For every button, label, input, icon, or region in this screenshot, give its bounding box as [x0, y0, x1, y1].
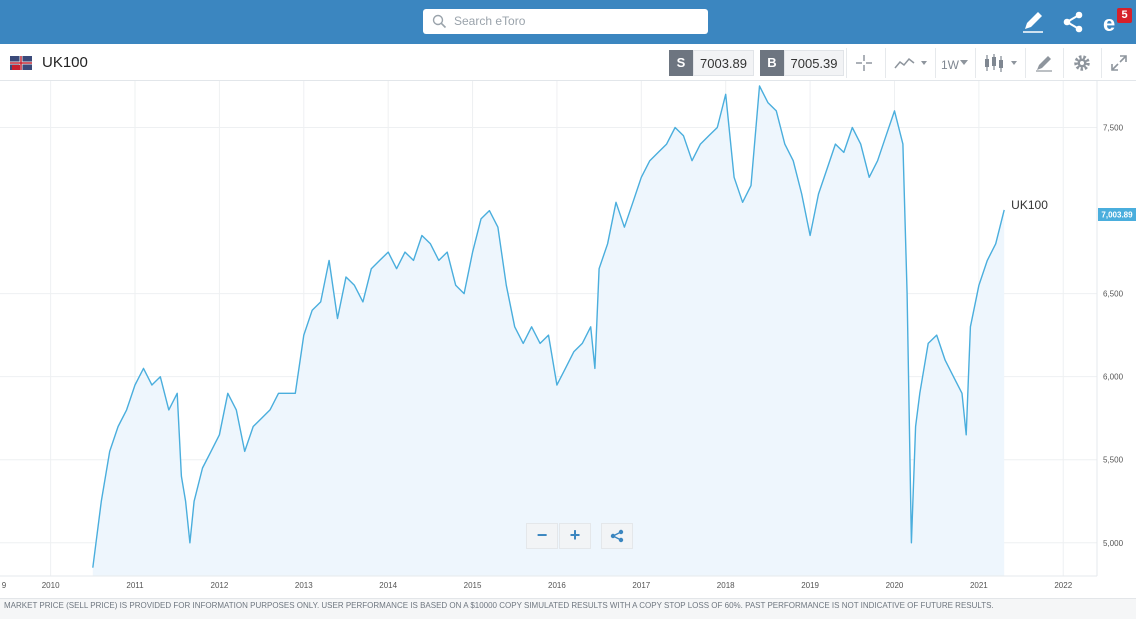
zoom-out-button[interactable]: −: [526, 523, 558, 549]
buy-label[interactable]: B: [760, 50, 784, 76]
series-label: UK100: [1011, 198, 1048, 212]
y-tick-label: 7,500: [1103, 124, 1124, 133]
y-tick-label: 6,500: [1103, 290, 1124, 299]
buy-price[interactable]: 7005.39: [784, 50, 844, 76]
settings-button[interactable]: [1063, 48, 1099, 78]
x-tick-label: 2020: [886, 581, 904, 590]
search-box[interactable]: Search eToro: [423, 9, 708, 34]
x-tick-label: 2016: [548, 581, 566, 590]
candlestick-icon: [985, 54, 1017, 72]
crosshair-button[interactable]: [846, 48, 880, 78]
indicators-button[interactable]: [885, 48, 933, 78]
timeframe-button[interactable]: 1W: [935, 48, 973, 78]
x-tick-label: 2017: [632, 581, 650, 590]
timeframe-label: 1W: [941, 58, 959, 72]
x-tick-label: 2010: [42, 581, 60, 590]
price-area-fill: [92, 86, 1005, 576]
sell-label[interactable]: S: [669, 50, 693, 76]
svg-text:e: e: [1103, 11, 1115, 36]
x-tick-label: 2022: [1054, 581, 1072, 590]
x-tick-label: 2012: [211, 581, 229, 590]
share-icon: [610, 529, 624, 543]
chevron-down-icon: [960, 60, 968, 65]
chart-type-button[interactable]: [975, 48, 1023, 78]
price-line: [92, 85, 1005, 568]
y-axis: 5,000 5,500 6,000 6,500 7,500: [1103, 124, 1124, 548]
zoom-in-button[interactable]: +: [559, 523, 591, 549]
last-price-marker: [1098, 208, 1136, 221]
x-tick-label: 2013: [295, 581, 313, 590]
x-tick-label: 2015: [464, 581, 482, 590]
share-icon[interactable]: [1059, 8, 1087, 36]
chart-toolbar: UK100 S 7003.89 B 7005.39 1W: [0, 44, 1136, 81]
x-tick-label: 2018: [717, 581, 735, 590]
y-tick-label: 6,000: [1103, 373, 1124, 382]
x-tick-label: 2021: [970, 581, 988, 590]
chart-indicator-icon: [894, 57, 927, 69]
search-placeholder: Search eToro: [454, 14, 526, 28]
draw-icon: [1036, 56, 1052, 72]
etoro-logo-icon[interactable]: e: [1099, 8, 1127, 36]
instrument-symbol: UK100: [42, 54, 88, 71]
settings-icon: [1074, 55, 1090, 71]
edit-icon[interactable]: [1019, 8, 1047, 36]
crosshair-icon: [856, 55, 872, 71]
x-tick-label: 2011: [126, 581, 144, 590]
chart-share-button[interactable]: [601, 523, 633, 549]
y-tick-label: 5,500: [1103, 456, 1124, 465]
x-axis: 9 2010 2011 2012 2013 2014 2015 2016 2017 2018 201…: [2, 581, 1073, 590]
fullscreen-button[interactable]: [1101, 48, 1136, 78]
last-price-label: 7,003.89: [1101, 211, 1133, 220]
y-tick-label: 5,000: [1103, 539, 1124, 548]
notification-badge[interactable]: 5: [1117, 8, 1132, 23]
x-tick-label: 9: [2, 581, 7, 590]
draw-tools-button[interactable]: [1025, 48, 1061, 78]
disclaimer-text: MARKET PRICE (SELL PRICE) IS PROVIDED FO…: [0, 598, 1136, 619]
x-tick-label: 2019: [801, 581, 819, 590]
sell-price[interactable]: 7003.89: [693, 50, 754, 76]
price-chart[interactable]: 5,000 5,500 6,000 6,500 7,500 9 2010 2011 2012 2…: [0, 81, 1136, 598]
fullscreen-icon: [1111, 55, 1127, 71]
top-navigation-bar: Search eToro e 5: [0, 0, 1136, 44]
uk-flag-icon: [10, 56, 32, 70]
search-icon: [432, 14, 447, 29]
x-tick-label: 2014: [379, 581, 397, 590]
